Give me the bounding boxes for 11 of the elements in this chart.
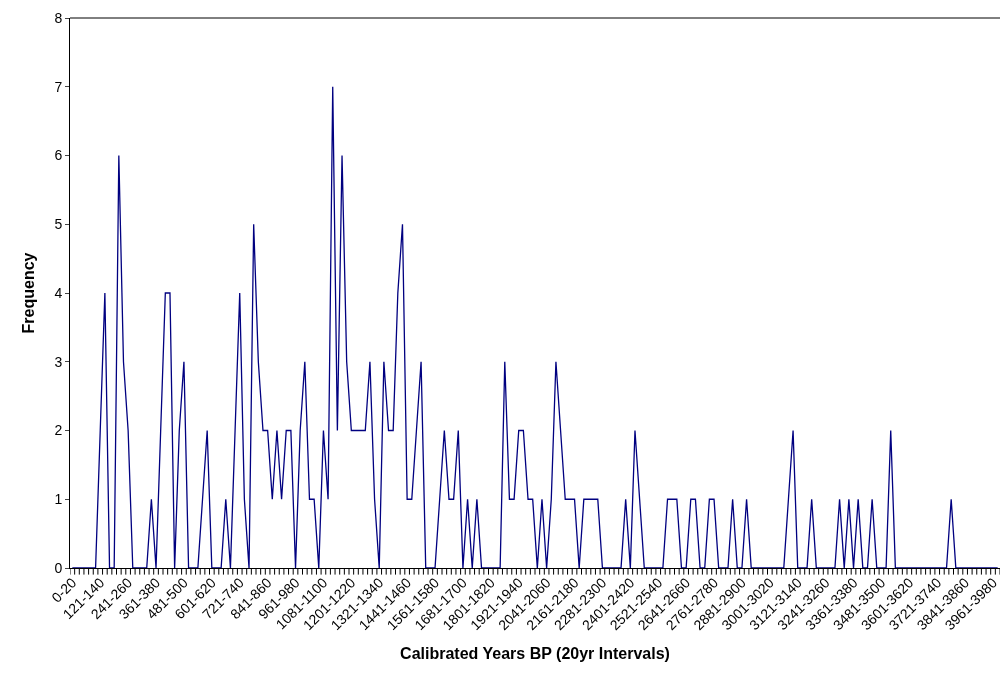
y-tick-label: 0 [54, 559, 63, 576]
y-tick-label: 7 [54, 78, 63, 95]
y-tick-label: 4 [54, 284, 63, 301]
y-tick-label: 3 [54, 353, 63, 370]
y-axis-title: Frequency [20, 252, 38, 334]
y-tick-label: 5 [54, 216, 63, 233]
y-tick-label: 8 [54, 9, 63, 26]
y-tick-label: 6 [54, 147, 63, 164]
y-tick-label: 2 [54, 422, 63, 439]
x-axis-title: Calibrated Years BP (20yr Intervals) [400, 644, 670, 662]
y-tick-label: 1 [54, 491, 63, 508]
